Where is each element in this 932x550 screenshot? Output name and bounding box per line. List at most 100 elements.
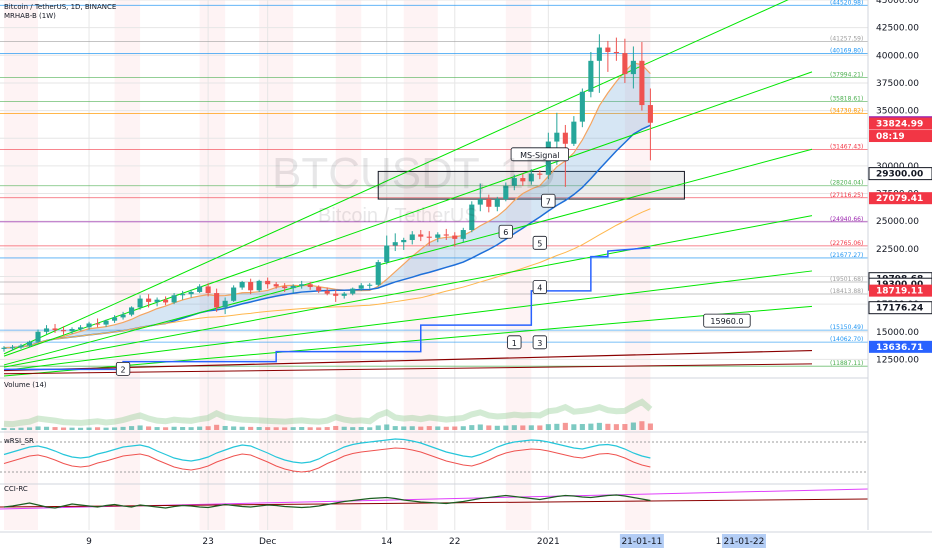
candle-body (639, 60, 645, 106)
level-label: (21677.27) (830, 252, 863, 259)
price-badge-label: 27079.41 (876, 194, 923, 204)
annotation-label: 3 (537, 339, 542, 348)
rsi-pane-title[interactable]: wRSI_SR (4, 437, 34, 445)
candle-body (86, 323, 92, 328)
volume-pane-title[interactable]: Volume (14) (4, 381, 47, 389)
candle-body (222, 300, 228, 308)
volume-bar (426, 426, 432, 430)
volume-bar (282, 427, 288, 430)
cci-line (3, 494, 651, 509)
volume-bar (341, 426, 347, 430)
candle-body (197, 286, 203, 292)
candle-body (35, 331, 41, 342)
candle-body (43, 328, 50, 332)
level-label: (44520.98) (830, 0, 863, 6)
candle-body (146, 298, 152, 302)
candle-body (112, 317, 118, 321)
trend-line (3, 305, 813, 377)
level-label: (31467.43) (830, 144, 863, 151)
candle-body (341, 293, 347, 296)
volume-bar (613, 424, 619, 430)
volume-bar (639, 421, 645, 430)
candle-body (299, 284, 305, 286)
price-badge-label: 17176.24 (876, 304, 923, 314)
volume-bar (316, 427, 322, 430)
price-tick-label: 35000.00 (876, 107, 919, 117)
volume-bar (154, 427, 160, 430)
volume-bar (290, 427, 296, 430)
candle-body (95, 323, 101, 325)
volume-bar (60, 427, 67, 430)
candle-body (384, 245, 390, 263)
trend-line (3, 0, 789, 355)
volume-bar (171, 426, 177, 430)
volume-bar (188, 427, 194, 430)
price-axis[interactable]: 45000.00 42500.00 40000.00 37500.00 35000.00… (867, 0, 932, 550)
candle-body (460, 230, 466, 239)
candle-body (137, 298, 143, 308)
level-label: (37994.21) (830, 71, 863, 78)
volume-bar (239, 426, 245, 430)
price-tick-label: 15000.00 (876, 328, 919, 338)
volume-bar (596, 422, 602, 430)
support-line (3, 363, 813, 375)
volume-bar (222, 425, 228, 430)
level-label: (24940.66) (830, 216, 863, 223)
indicator-title[interactable]: MRHAB-B (1W) (4, 12, 56, 20)
cci-pane-title[interactable]: CCI-RC (4, 485, 28, 493)
price-badge-label: 13636.71 (876, 343, 923, 353)
candle-body (647, 105, 653, 123)
candle-body (1, 347, 7, 349)
trend-line (3, 148, 813, 366)
volume-bar (248, 426, 254, 430)
annotation-box (498, 224, 513, 239)
trend-line (3, 215, 813, 368)
volume-bar (401, 426, 407, 430)
price-badge (869, 340, 932, 353)
candle-body (622, 53, 628, 75)
annotation-label: MS-Signal (520, 151, 559, 160)
volume-bar (299, 427, 305, 430)
level-label: (19501.68) (830, 276, 863, 283)
candle-body (231, 287, 237, 301)
candle-body (18, 345, 24, 348)
volume-bar (435, 426, 441, 430)
annotation-label: 7 (546, 197, 551, 206)
time-marker-label: 21-01-22 (724, 537, 765, 547)
candle-body (562, 132, 568, 144)
time-tick-label: 23 (202, 537, 213, 547)
candle-body (9, 347, 16, 349)
level-label: (40169.80) (830, 47, 863, 54)
level-label: (28204.04) (830, 180, 863, 187)
candle-body (435, 234, 441, 238)
price-tick-label: 42500.00 (876, 24, 919, 34)
time-tick-label: 14 (381, 537, 393, 547)
candle-body (375, 262, 381, 285)
annotation-label: 15960.0 (710, 317, 743, 326)
volume-bar (647, 423, 653, 430)
volume-bar (375, 425, 381, 430)
candle-body (630, 60, 636, 75)
candle-body (239, 282, 245, 288)
level-lines: (44520.98) (41257.59) (40169.80) (37994.21)… (0, 0, 868, 367)
volume-bar (1, 428, 7, 430)
volume-bar (26, 427, 33, 430)
candle-body (358, 285, 364, 289)
candle-body (350, 288, 356, 294)
candle-body (477, 199, 483, 205)
candle-body (588, 60, 594, 92)
candle-body (26, 341, 33, 346)
candle-body (494, 199, 500, 207)
volume-bar (120, 426, 126, 430)
candle-body (503, 185, 509, 200)
candle-body (554, 132, 560, 142)
candle-body (520, 178, 526, 182)
time-axis[interactable]: 9 23 Dec 14 22 2021 21-01-11 1 21-01-22 (0, 531, 932, 550)
symbol-title[interactable]: Bitcoin / TetherUS, 1D, BINANCE (4, 3, 117, 11)
level-label: (18413.88) (830, 288, 863, 295)
candle-body (69, 329, 75, 332)
step-line (4, 246, 651, 371)
candle-body (426, 236, 432, 238)
price-badge (869, 117, 932, 130)
